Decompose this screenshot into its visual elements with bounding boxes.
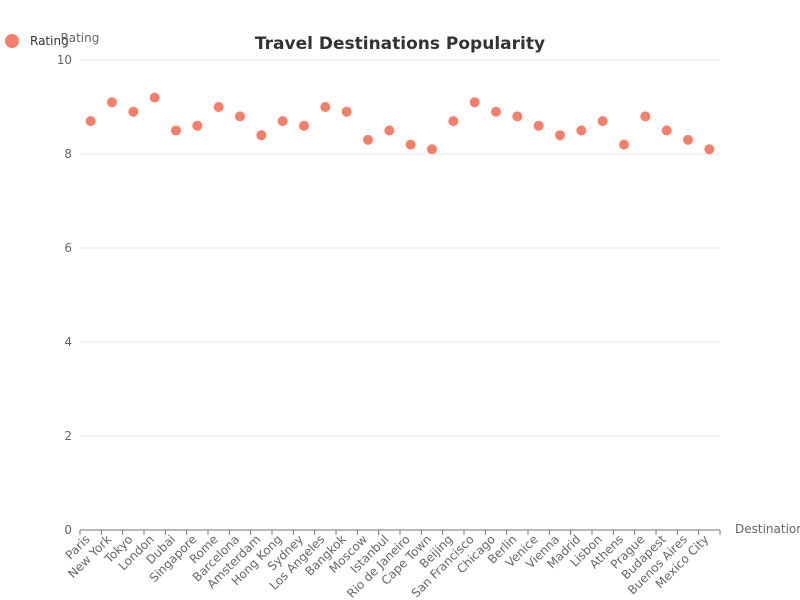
data-point[interactable] <box>128 106 139 117</box>
y-axis-title: Rating <box>61 31 100 45</box>
data-point[interactable] <box>683 134 693 145</box>
y-tick-label: 2 <box>64 429 72 443</box>
grid-lines <box>80 59 720 437</box>
data-point[interactable] <box>299 120 309 131</box>
legend[interactable]: Rating <box>5 34 69 48</box>
data-point[interactable] <box>448 116 459 127</box>
data-point[interactable] <box>384 125 395 136</box>
data-point[interactable] <box>491 106 501 117</box>
data-point[interactable] <box>427 144 437 155</box>
data-point[interactable] <box>149 92 160 103</box>
data-point[interactable] <box>256 130 267 141</box>
data-point[interactable] <box>704 144 715 155</box>
data-point[interactable] <box>213 102 224 112</box>
data-point[interactable] <box>512 111 523 122</box>
data-points <box>85 92 715 155</box>
data-point[interactable] <box>576 125 587 136</box>
x-axis-title: Destination <box>735 522 800 536</box>
data-point[interactable] <box>107 97 117 108</box>
data-point[interactable] <box>192 120 203 131</box>
data-point[interactable] <box>469 97 480 108</box>
data-point[interactable] <box>171 125 181 136</box>
data-point[interactable] <box>597 116 608 127</box>
data-point[interactable] <box>363 134 373 145</box>
chart-title: Travel Destinations Popularity <box>255 34 545 54</box>
y-tick-label: 6 <box>64 241 72 255</box>
y-tick-label: 10 <box>57 53 72 67</box>
data-point[interactable] <box>661 125 672 136</box>
data-point[interactable] <box>640 111 651 122</box>
legend-label: Rating <box>30 34 69 48</box>
y-tick-label: 4 <box>64 335 72 349</box>
data-point[interactable] <box>341 106 352 117</box>
y-axis-ticks: 0 2 4 6 8 10 <box>57 53 72 537</box>
data-point[interactable] <box>277 116 288 127</box>
legend-marker <box>5 34 19 48</box>
data-point[interactable] <box>533 120 544 131</box>
data-point[interactable] <box>555 130 565 141</box>
data-point[interactable] <box>619 139 629 150</box>
data-point[interactable] <box>320 102 331 112</box>
y-tick-label: 0 <box>64 523 72 537</box>
data-point[interactable] <box>235 111 245 122</box>
y-tick-label: 8 <box>64 147 72 161</box>
data-point[interactable] <box>85 116 96 127</box>
data-point[interactable] <box>405 139 416 150</box>
